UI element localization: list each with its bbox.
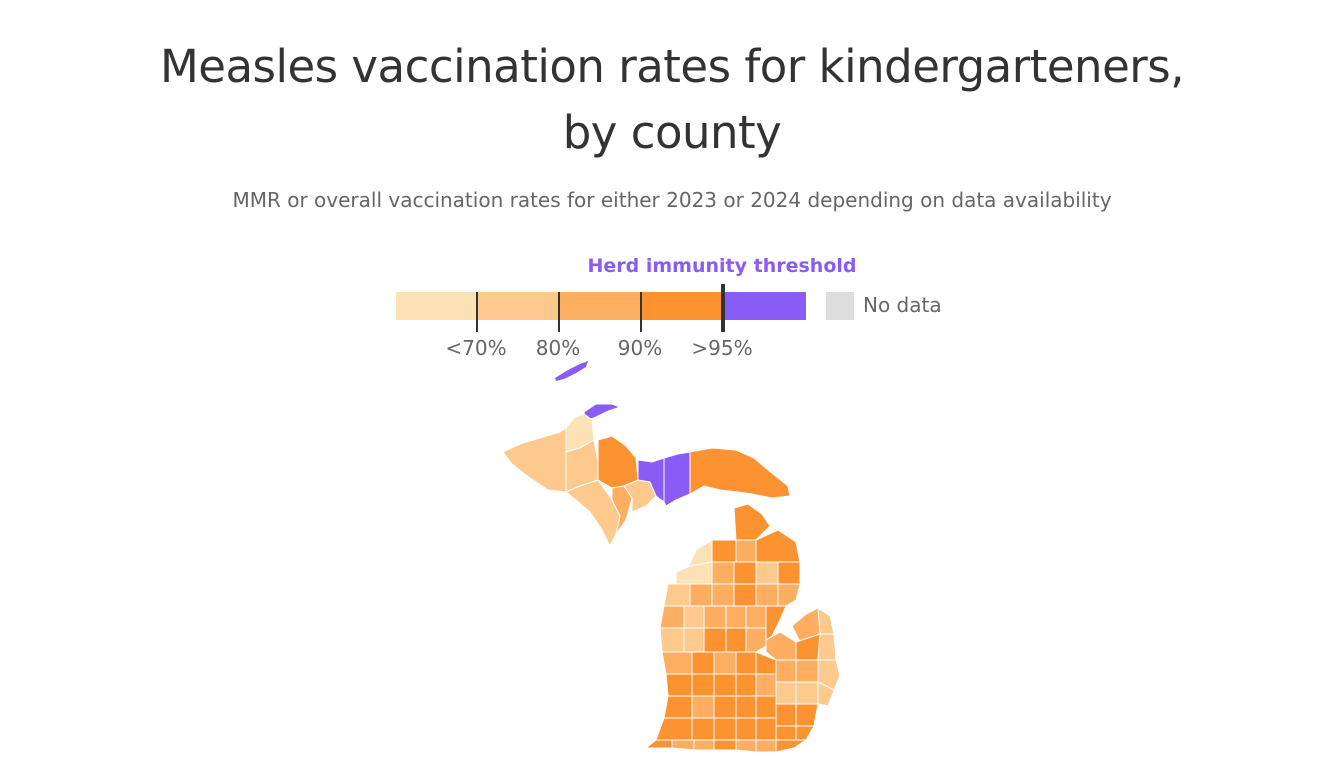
county-r6-2 xyxy=(691,651,715,675)
county-r9-3 xyxy=(713,717,737,741)
county-r6-7 xyxy=(795,659,819,683)
county-r7-5 xyxy=(755,673,777,697)
county-thumb-2 xyxy=(817,607,835,635)
legend-label-80: 80% xyxy=(535,336,581,360)
county-r2-3 xyxy=(733,561,757,585)
county-r5-1 xyxy=(659,627,685,653)
upper-peninsula xyxy=(502,403,791,548)
legend-tick-80 xyxy=(558,292,560,332)
county-r8-7 xyxy=(795,703,819,727)
legend-tick-95 xyxy=(721,284,725,332)
county-up-west xyxy=(502,427,567,493)
county-r10-4 xyxy=(713,739,737,751)
county-lp-north-4 xyxy=(755,529,801,563)
county-r8-5 xyxy=(755,695,777,719)
county-r7-8 xyxy=(817,681,835,707)
legend-swatch-70-80 xyxy=(477,292,559,320)
county-r3-3 xyxy=(711,583,735,607)
county-r8-4 xyxy=(735,695,757,719)
county-luce-mackinac xyxy=(689,447,791,499)
lower-peninsula xyxy=(644,503,841,753)
county-r2-1 xyxy=(675,561,713,585)
county-r9-1 xyxy=(655,717,693,741)
county-r4-5 xyxy=(745,605,767,629)
legend-swatch-gt95 xyxy=(723,292,806,320)
county-r8-2 xyxy=(691,695,715,719)
isle-royale xyxy=(555,361,588,381)
county-r6-6 xyxy=(775,659,797,683)
county-r3-4 xyxy=(733,583,757,607)
county-r7-1 xyxy=(665,673,693,697)
page-title: Measles vaccination rates for kindergart… xyxy=(0,34,1344,166)
subtitle: MMR or overall vaccination rates for eit… xyxy=(232,188,1112,212)
county-r6-4 xyxy=(735,651,757,675)
county-r9-7 xyxy=(795,725,815,741)
county-r4-2 xyxy=(683,605,705,629)
county-r7-4 xyxy=(735,673,757,697)
legend-swatch-lt70 xyxy=(396,292,477,320)
county-r4-3 xyxy=(703,605,727,629)
county-r7-2 xyxy=(691,673,715,697)
county-r3-5 xyxy=(755,583,779,607)
county-r5-5 xyxy=(745,627,767,653)
county-r8-3 xyxy=(713,695,737,719)
county-r5-2 xyxy=(683,627,705,653)
county-r2-5 xyxy=(777,561,801,585)
legend-tick-90 xyxy=(640,292,642,332)
county-lp-north-2 xyxy=(711,539,737,563)
county-r6-8 xyxy=(817,659,841,691)
county-r9-5 xyxy=(755,717,777,741)
title-line-1: Measles vaccination rates for kindergart… xyxy=(159,40,1185,93)
county-r8-6 xyxy=(775,703,797,727)
county-r9-6 xyxy=(775,725,797,741)
county-r5-4 xyxy=(725,627,747,653)
county-r10-1 xyxy=(644,739,673,749)
legend-label-no-data: No data xyxy=(863,293,942,317)
county-lp-north-1 xyxy=(733,503,771,541)
legend-label-gt95: >95% xyxy=(691,336,753,360)
county-r10-7 xyxy=(775,739,808,753)
county-r7-6 xyxy=(775,681,797,705)
legend-tick-70 xyxy=(476,292,478,332)
county-r10-3 xyxy=(693,739,715,751)
legend-label-90: 90% xyxy=(617,336,663,360)
legend-swatch-no-data xyxy=(826,292,854,320)
legend-label-lt70: <70% xyxy=(445,336,507,360)
county-r5-3 xyxy=(703,627,727,653)
county-r10-5 xyxy=(735,739,757,753)
county-r6-3 xyxy=(713,651,737,675)
county-r3-1 xyxy=(663,583,691,607)
legend-swatch-90-95 xyxy=(641,292,723,320)
herd-immunity-label: Herd immunity threshold xyxy=(587,255,857,277)
county-r4-1 xyxy=(659,605,685,629)
county-r4-4 xyxy=(725,605,747,629)
county-thumb-4 xyxy=(817,633,837,661)
county-r10-2 xyxy=(671,739,695,751)
legend-swatch-80-90 xyxy=(559,292,641,320)
county-alger xyxy=(637,457,665,503)
county-r7-7 xyxy=(795,681,819,705)
legend-color-bar xyxy=(396,292,806,320)
county-r10-6 xyxy=(755,739,777,753)
county-r3-6 xyxy=(777,583,801,607)
county-r2-2 xyxy=(711,561,735,585)
county-schoolcraft xyxy=(663,451,691,507)
county-lp-north-3 xyxy=(735,539,757,563)
county-r9-4 xyxy=(735,717,757,741)
county-r8-1 xyxy=(663,695,693,719)
county-marquette xyxy=(597,435,639,489)
county-r7-3 xyxy=(713,673,737,697)
county-r3-2 xyxy=(689,583,713,607)
county-r6-1 xyxy=(661,651,693,675)
county-r9-2 xyxy=(691,717,715,741)
county-r2-4 xyxy=(755,561,779,585)
title-line-2: by county xyxy=(562,106,782,159)
